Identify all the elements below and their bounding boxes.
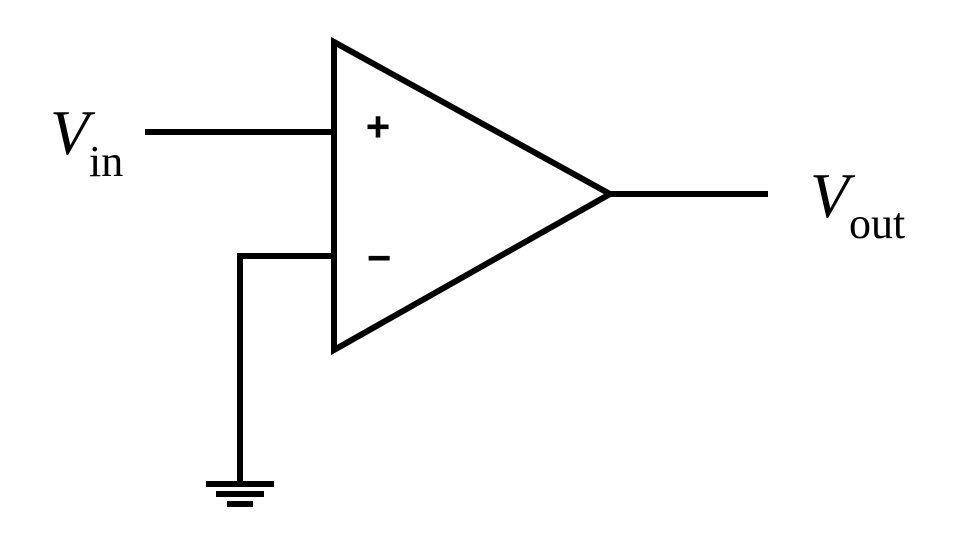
non-inverting-sign: +: [366, 103, 391, 150]
input-label-main: V: [50, 97, 96, 168]
output-label-main: V: [810, 160, 856, 231]
ground-icon: [206, 481, 274, 507]
input-label-subscript: in: [89, 137, 123, 186]
input-label: V in: [50, 97, 123, 186]
inverting-sign: −: [367, 234, 392, 281]
op-amp-triangle-icon: [331, 36, 617, 356]
output-label-subscript: out: [849, 199, 905, 248]
ground-wire: [237, 253, 334, 484]
output-label: V out: [810, 160, 905, 248]
